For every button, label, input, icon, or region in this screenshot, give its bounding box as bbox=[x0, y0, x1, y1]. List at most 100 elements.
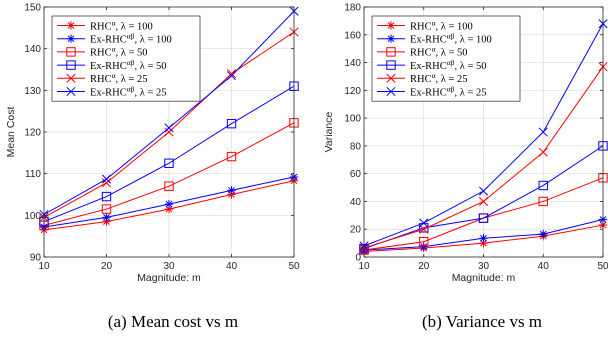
data-point bbox=[419, 237, 429, 247]
legend-item: Ex-RHCαβ, λ = 50 bbox=[57, 58, 167, 72]
data-point bbox=[479, 238, 488, 248]
data-point bbox=[164, 123, 174, 133]
data-point bbox=[164, 181, 174, 191]
data-point bbox=[538, 127, 548, 137]
data-point bbox=[226, 69, 237, 79]
x-tick-label: 40 bbox=[226, 261, 238, 272]
y-tick-label: 40 bbox=[350, 197, 362, 208]
y-tick-label: 100 bbox=[344, 114, 361, 125]
data-point bbox=[226, 151, 237, 162]
y-tick-label: 180 bbox=[344, 3, 361, 14]
legend-label: Ex-RHCαβ, λ = 100 bbox=[410, 32, 492, 46]
y-tick-label: 120 bbox=[344, 86, 361, 97]
y-tick-label: 110 bbox=[25, 169, 41, 180]
legend-marker bbox=[66, 34, 76, 43]
data-point bbox=[538, 147, 548, 157]
legend-label: RHCα, λ = 25 bbox=[90, 71, 148, 85]
legend-box bbox=[371, 15, 521, 102]
legend-item: RHCα, λ = 100 bbox=[57, 18, 153, 32]
x-axis-label: Magnitude: m bbox=[452, 272, 516, 284]
data-point bbox=[101, 191, 112, 202]
legend-label: RHCα, λ = 100 bbox=[90, 18, 153, 32]
y-tick-label: 130 bbox=[24, 86, 41, 97]
legend-label: Ex-RHCαβ, λ = 25 bbox=[410, 84, 487, 98]
legend-item: RHCα, λ = 25 bbox=[57, 71, 148, 85]
x-axis-label: Magnitude: m bbox=[137, 272, 201, 284]
legend-marker bbox=[66, 47, 76, 57]
data-point bbox=[164, 199, 174, 209]
legend-marker bbox=[386, 86, 396, 97]
legend-marker bbox=[66, 60, 76, 70]
data-point bbox=[226, 118, 237, 129]
chart-1: 0 20 40 60 80 100 120 140 160 180 10 20 30 40 50 Magnit… bbox=[323, 3, 608, 332]
data-point bbox=[101, 178, 112, 188]
legend-label: Ex-RHCαβ, λ = 50 bbox=[410, 58, 487, 72]
data-point bbox=[538, 180, 548, 191]
legend-label: RHCα, λ = 50 bbox=[90, 45, 148, 59]
legend-item: Ex-RHCαβ, λ = 25 bbox=[57, 84, 167, 98]
legend-item: RHCα, λ = 50 bbox=[377, 45, 468, 59]
y-tick-label: 60 bbox=[350, 169, 362, 180]
series-line bbox=[43, 122, 295, 226]
legend-item: RHCα, λ = 50 bbox=[57, 45, 148, 59]
x-tick-label: 50 bbox=[288, 261, 300, 272]
data-point bbox=[479, 234, 488, 243]
data-point bbox=[419, 242, 428, 251]
data-point bbox=[538, 196, 548, 207]
legend-box bbox=[51, 15, 201, 102]
data-point bbox=[101, 204, 112, 214]
data-point bbox=[226, 71, 237, 81]
x-tick-label: 30 bbox=[478, 261, 490, 272]
y-tick-label: 160 bbox=[344, 30, 361, 41]
y-tick-label: 120 bbox=[24, 128, 41, 139]
caption: (b) Variance vs m bbox=[422, 312, 542, 331]
legend-item: RHCα, λ = 25 bbox=[377, 71, 468, 85]
legend-marker bbox=[66, 73, 76, 83]
x-tick-label: 50 bbox=[597, 261, 608, 272]
legend-marker bbox=[386, 73, 396, 83]
y-tick-label: 20 bbox=[350, 225, 362, 236]
data-point bbox=[101, 174, 112, 184]
y-tick-label: 0 bbox=[355, 253, 361, 264]
legend-item: Ex-RHCαβ, λ = 25 bbox=[377, 84, 487, 98]
y-axis-label: Variance bbox=[323, 112, 335, 153]
legend-item: Ex-RHCαβ, λ = 50 bbox=[377, 58, 487, 72]
y-tick-label: 140 bbox=[24, 44, 41, 55]
y-axis-label: Mean Cost bbox=[5, 107, 17, 158]
legend-label: Ex-RHCαβ, λ = 100 bbox=[90, 32, 172, 46]
legend-item: Ex-RHCαβ, λ = 100 bbox=[57, 32, 172, 46]
legend-label: RHCα, λ = 100 bbox=[410, 18, 473, 32]
x-tick-label: 40 bbox=[538, 261, 550, 272]
x-tick-label: 20 bbox=[101, 261, 113, 272]
legend-label: RHCα, λ = 50 bbox=[410, 45, 468, 59]
legend-item: Ex-RHCαβ, λ = 100 bbox=[377, 32, 492, 46]
legend-marker bbox=[66, 86, 76, 97]
data-point bbox=[539, 229, 548, 239]
legend-marker bbox=[66, 21, 76, 30]
legend-label: Ex-RHCαβ, λ = 25 bbox=[90, 84, 167, 98]
y-tick-label: 80 bbox=[350, 141, 362, 152]
series-line bbox=[43, 85, 295, 223]
y-tick-label: 150 bbox=[24, 3, 41, 14]
series-4 bbox=[39, 27, 299, 222]
data-point bbox=[419, 218, 429, 228]
x-tick-label: 30 bbox=[163, 261, 175, 272]
legend-label: Ex-RHCαβ, λ = 50 bbox=[90, 58, 167, 72]
data-point bbox=[102, 213, 111, 222]
legend-item: RHCα, λ = 100 bbox=[377, 18, 473, 32]
x-tick-label: 20 bbox=[418, 261, 430, 272]
data-point bbox=[478, 196, 489, 206]
legend-marker bbox=[386, 34, 396, 43]
data-point bbox=[478, 186, 489, 196]
series-line bbox=[363, 145, 604, 250]
legend-marker bbox=[386, 21, 396, 30]
x-tick-label: 10 bbox=[358, 261, 370, 272]
caption: (a) Mean cost vs m bbox=[108, 312, 238, 331]
chart-0: 90 100 110 120 130 140 150 10 20 30 40 50 Magnitude:… bbox=[5, 3, 300, 332]
legend-label: RHCα, λ = 25 bbox=[410, 71, 468, 85]
y-tick-label: 140 bbox=[344, 58, 361, 69]
data-point bbox=[478, 213, 489, 223]
